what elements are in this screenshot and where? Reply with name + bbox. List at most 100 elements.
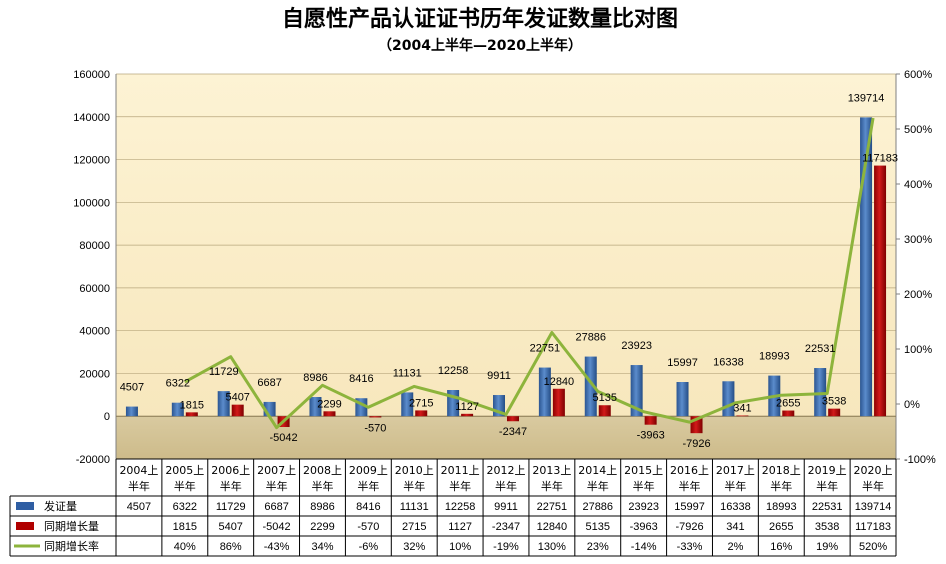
growth-data-label: -2347 [499, 426, 527, 438]
table-cell: -33% [677, 541, 703, 553]
category-label: 2012上 [487, 464, 526, 477]
table-cell: 6687 [264, 501, 288, 513]
table-cell: 6322 [173, 501, 197, 513]
issued-data-label: 11131 [393, 367, 422, 379]
issued-bar [171, 402, 184, 417]
table-cell: 8986 [310, 501, 334, 513]
table-cell: -570 [357, 521, 379, 533]
category-label: 2004上 [119, 464, 158, 477]
category-label: 2019上 [808, 464, 847, 477]
growth-data-label: -5042 [270, 432, 298, 444]
growth-bar [552, 388, 565, 417]
issued-data-label: 22751 [530, 343, 561, 355]
category-label: 半年 [724, 479, 746, 493]
table-cell: 5135 [586, 521, 610, 533]
category-label: 2006上 [211, 464, 250, 477]
table-cell: 23923 [628, 501, 659, 513]
table-cell: 18993 [766, 501, 797, 513]
right-tick-label: 500% [904, 124, 932, 136]
table-cell: 2% [727, 541, 743, 553]
growth-data-label: 3538 [822, 396, 846, 408]
issued-bar [125, 406, 138, 417]
category-label: 半年 [816, 479, 838, 493]
table-cell: 117183 [855, 521, 891, 533]
category-label: 2010上 [395, 464, 434, 477]
growth-bar [323, 411, 336, 417]
table-cell: 4507 [127, 501, 151, 513]
growth-data-label: 1815 [180, 399, 204, 411]
legend-key [16, 522, 34, 530]
issued-data-label: 8986 [303, 372, 327, 384]
table-cell: 9911 [494, 501, 518, 513]
issued-data-label: 23923 [621, 340, 652, 352]
table-cell: 1815 [173, 521, 197, 533]
bar-series [125, 117, 887, 434]
category-label: 半年 [311, 479, 333, 493]
category-label: 半年 [587, 479, 609, 493]
category-label: 2018上 [762, 464, 801, 477]
left-tick-label: 40000 [79, 326, 110, 338]
gridlines [115, 73, 897, 460]
growth-bar [828, 408, 841, 417]
left-tick-label: -20000 [76, 454, 110, 466]
growth-data-label: -3963 [637, 430, 665, 442]
category-label: 半年 [495, 479, 517, 493]
category-label: 半年 [770, 479, 792, 493]
category-label: 2020上 [854, 464, 893, 477]
growth-data-label: -7926 [682, 438, 710, 450]
table-cell: 16338 [720, 501, 751, 513]
table-cell: 12258 [445, 501, 476, 513]
growth-bar [644, 416, 657, 425]
issued-data-label: 139714 [848, 92, 885, 104]
growth-bar [598, 405, 611, 417]
table-cell: -14% [631, 541, 657, 553]
category-label: 半年 [128, 479, 150, 493]
table-cell: 16% [770, 541, 792, 553]
table-cell: -2347 [492, 521, 520, 533]
left-tick-label: 100000 [73, 197, 110, 209]
table-cell: 8416 [356, 501, 380, 513]
issued-bar [538, 367, 551, 417]
table-cell: 10% [449, 541, 471, 553]
category-label: 2008上 [303, 464, 342, 477]
growth-bar [369, 416, 382, 418]
issued-data-label: 11729 [209, 366, 239, 378]
growth-bar [461, 413, 474, 417]
growth-bar [231, 404, 244, 417]
data-labels: 4507 6322 1815 11729 5407 6687 -5042 8986 2299 84… [120, 92, 898, 450]
table-cell: 3538 [815, 521, 839, 533]
right-tick-label: -100% [904, 454, 936, 466]
right-tick-label: 0% [904, 399, 920, 411]
table-cell: -5042 [263, 521, 291, 533]
issued-data-label: 15997 [667, 357, 698, 369]
issued-data-label: 8416 [349, 373, 373, 385]
issued-bar [630, 365, 643, 417]
right-tick-label: 400% [904, 179, 932, 191]
legend-key [16, 502, 34, 510]
table-cell: -3963 [630, 521, 658, 533]
category-label: 半年 [174, 479, 196, 493]
growth-data-label: 2299 [317, 398, 341, 410]
table-cell: 27886 [582, 501, 613, 513]
table-cell: 5407 [218, 521, 242, 533]
left-tick-label: 0 [104, 411, 110, 423]
table-cell: 22531 [812, 501, 843, 513]
growth-data-label: 2715 [409, 397, 433, 409]
legend-label: 发证量 [44, 499, 77, 513]
table-cell: 130% [538, 541, 566, 553]
category-label: 2013上 [532, 464, 571, 477]
table-cell: 15997 [674, 501, 705, 513]
left-tick-label: 60000 [79, 283, 110, 295]
issued-bar [814, 368, 827, 417]
issued-data-label: 6322 [166, 378, 190, 390]
category-label: 2011上 [441, 464, 480, 477]
growth-data-label: 341 [733, 402, 751, 414]
table-cell: 40% [174, 541, 196, 553]
category-label: 半年 [541, 479, 563, 493]
growth-rate-polyline [184, 117, 875, 430]
table-cell: 1127 [448, 521, 472, 533]
table-cell: 341 [726, 521, 744, 533]
table-cell: -43% [264, 541, 290, 553]
